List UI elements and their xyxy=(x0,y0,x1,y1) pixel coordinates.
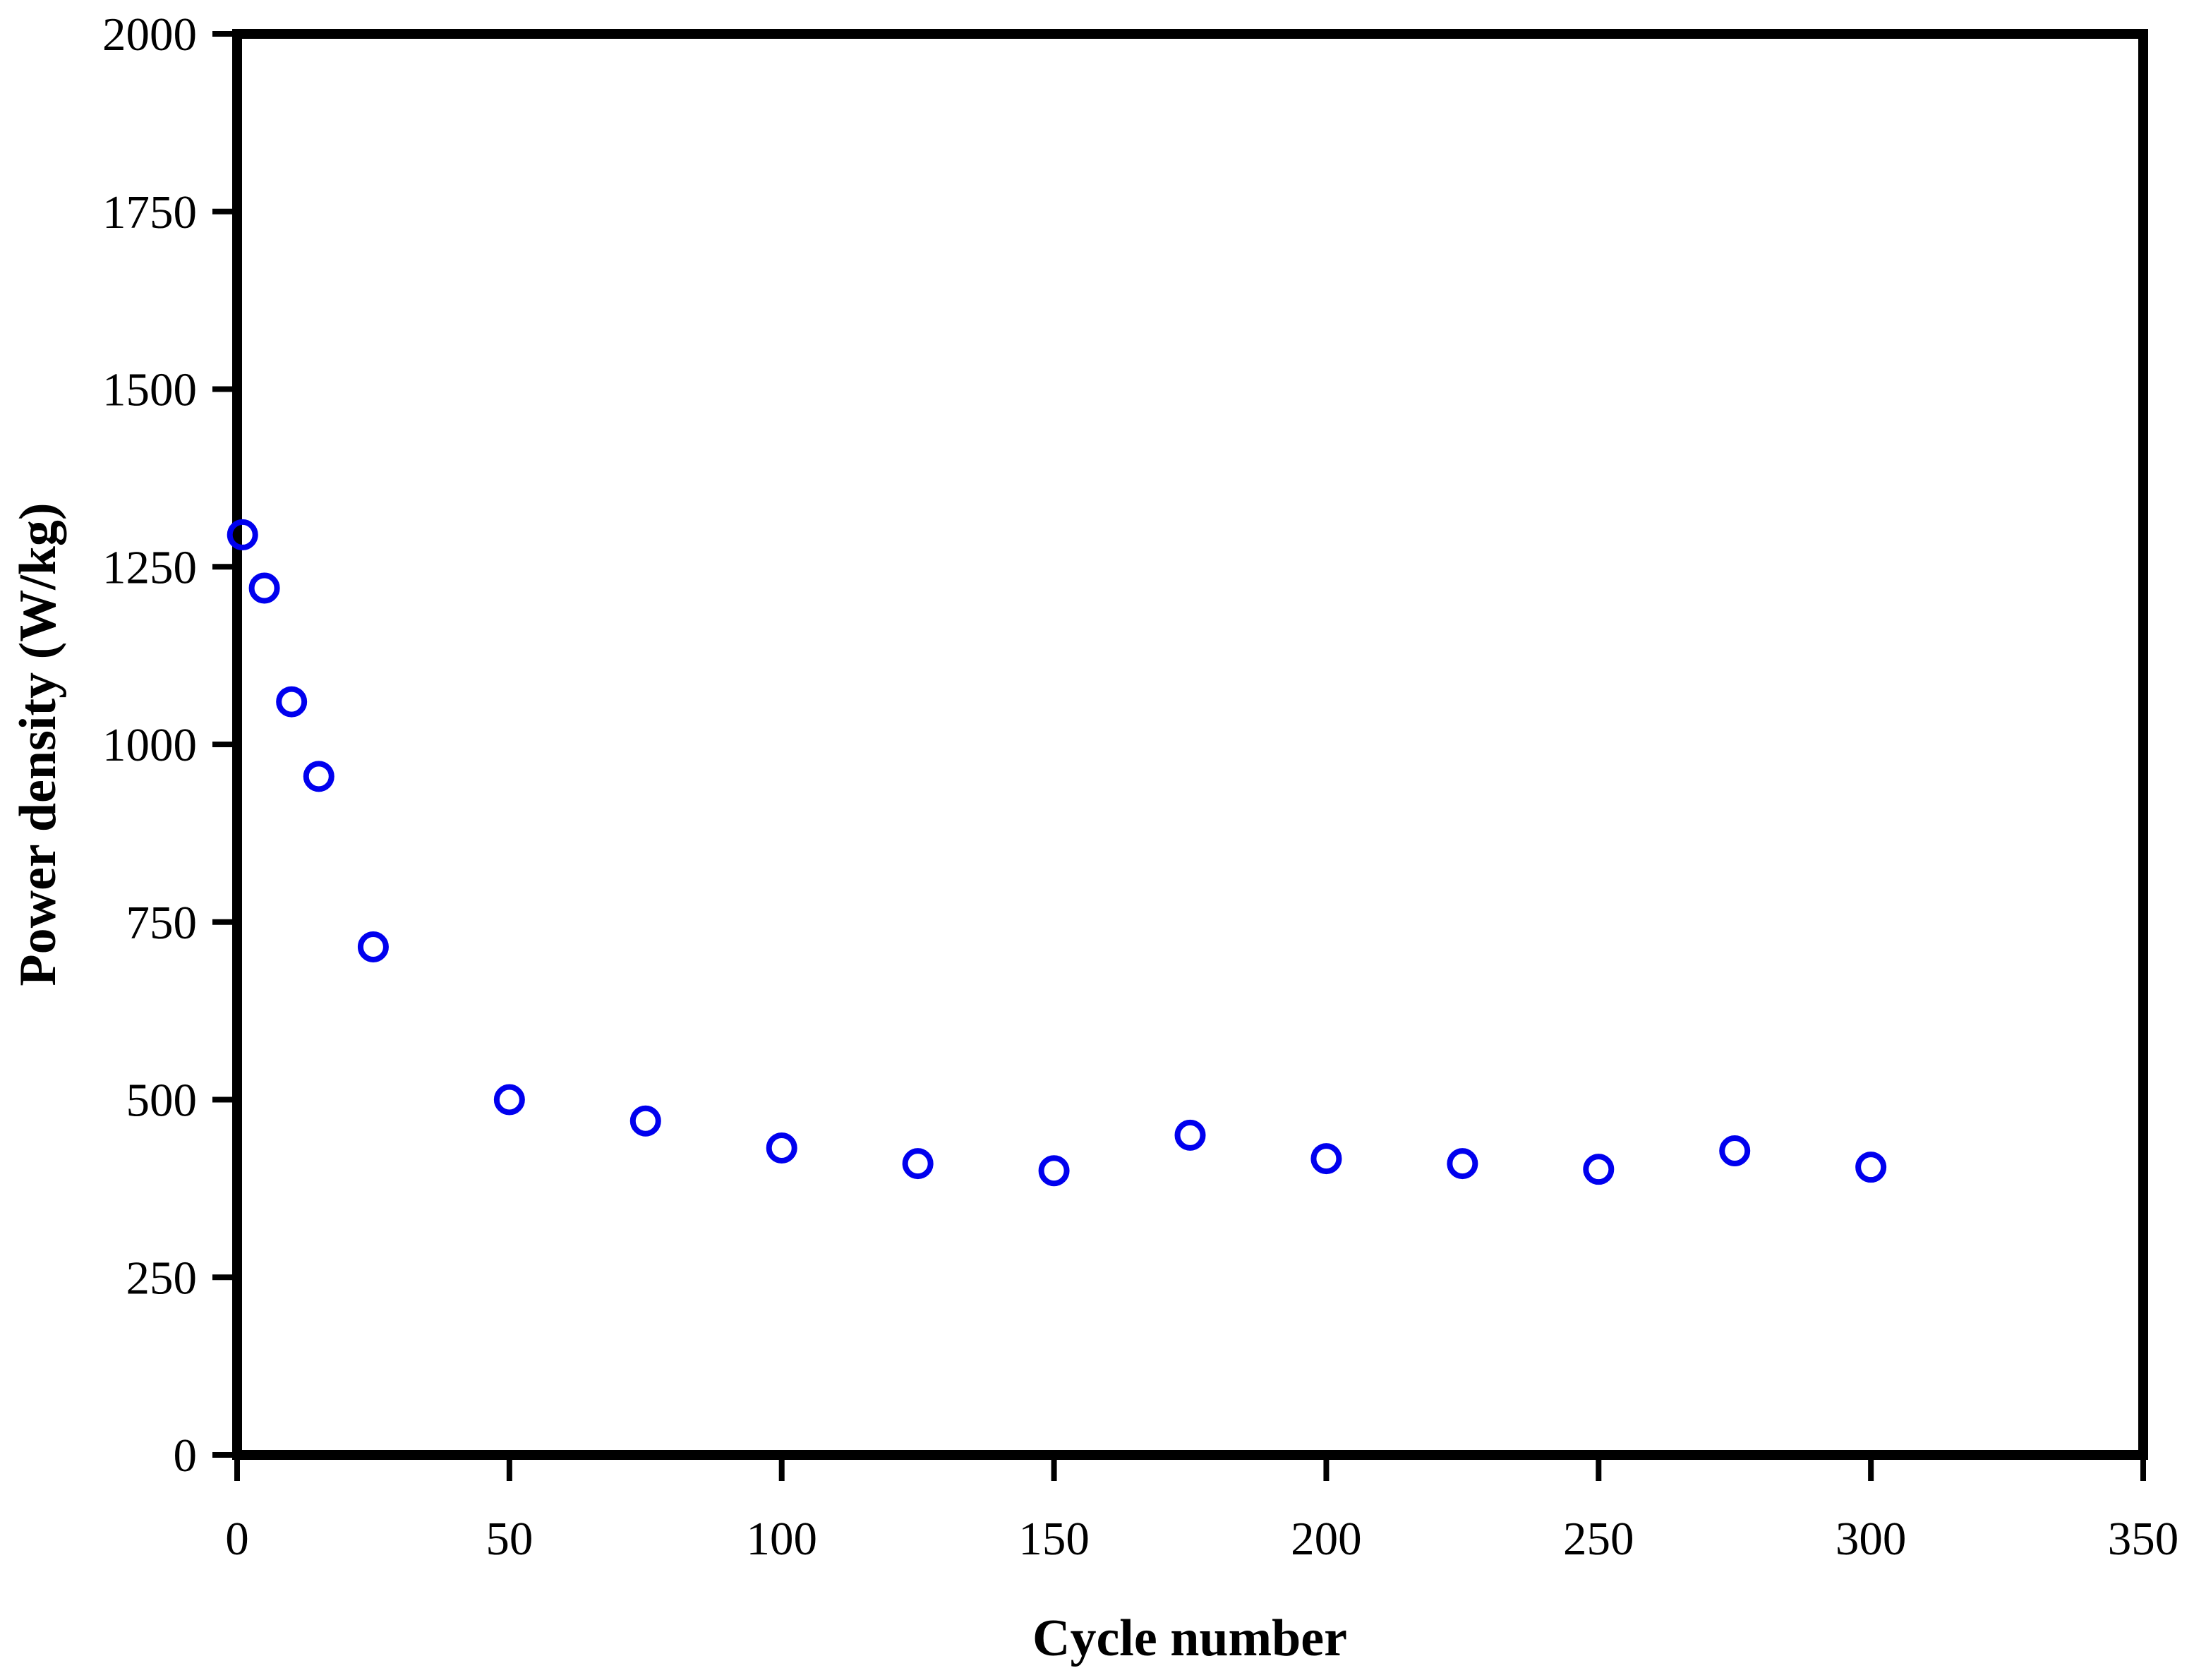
x-tick-label: 350 xyxy=(2108,1513,2179,1565)
y-axis-ticks: 0 250 500 750 1000 1250 1500 1750 2000 xyxy=(102,8,232,1482)
x-tick-label: 100 xyxy=(746,1513,817,1565)
data-point xyxy=(629,1105,661,1137)
y-tick-label: 1000 xyxy=(102,719,197,771)
data-point xyxy=(357,931,389,962)
data-point xyxy=(248,572,280,604)
data-point xyxy=(766,1132,797,1164)
x-tick-label: 250 xyxy=(1563,1513,1634,1565)
data-point xyxy=(493,1084,525,1116)
y-tick-label: 750 xyxy=(126,897,198,949)
data-point xyxy=(276,686,308,718)
y-axis-title: Power density (W/kg) xyxy=(9,502,67,986)
data-points xyxy=(227,519,1887,1187)
x-tick-label: 50 xyxy=(486,1513,533,1565)
data-point xyxy=(303,761,334,792)
data-point xyxy=(227,519,258,550)
y-tick-label: 2000 xyxy=(102,8,197,61)
y-tick-label: 250 xyxy=(126,1252,198,1304)
y-tick-label: 500 xyxy=(126,1075,198,1127)
y-tick-label: 1250 xyxy=(102,541,197,593)
data-point xyxy=(1310,1143,1342,1175)
data-point xyxy=(1719,1135,1751,1167)
data-point xyxy=(902,1148,934,1180)
plot-frame xyxy=(232,29,2148,1460)
data-point xyxy=(1038,1155,1070,1187)
data-point xyxy=(1855,1152,1887,1183)
data-point xyxy=(1583,1154,1615,1185)
y-tick-label: 0 xyxy=(174,1430,198,1482)
x-tick-label: 300 xyxy=(1836,1513,1907,1565)
y-tick-label: 1750 xyxy=(102,186,197,238)
x-axis-ticks: 0 50 100 150 200 250 300 350 xyxy=(225,1460,2178,1565)
x-axis-title: Cycle number xyxy=(1032,1609,1347,1667)
x-tick-label: 150 xyxy=(1018,1513,1090,1565)
x-tick-label: 0 xyxy=(225,1513,249,1565)
x-tick-label: 200 xyxy=(1291,1513,1362,1565)
data-point xyxy=(1174,1119,1206,1151)
data-point xyxy=(1447,1148,1478,1180)
y-tick-label: 1500 xyxy=(102,364,197,416)
